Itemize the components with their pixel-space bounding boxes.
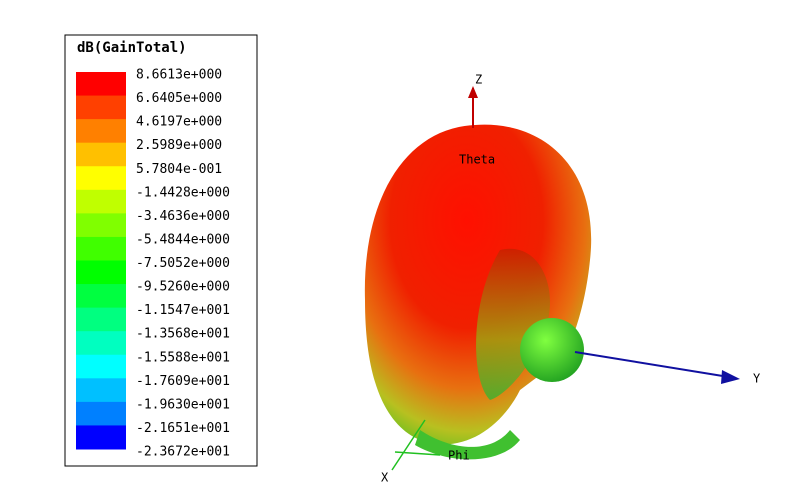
color-swatch [76, 72, 126, 97]
color-swatch [76, 189, 126, 214]
theta-label: Theta [459, 153, 495, 167]
inner-lobe [476, 248, 550, 400]
legend-label: -5.4844e+000 [136, 232, 230, 247]
x-label: X [381, 471, 389, 485]
legend-label: -2.1651e+001 [136, 421, 230, 436]
x-axis [391, 419, 426, 471]
color-swatch [76, 260, 126, 285]
color-swatch [76, 236, 126, 261]
legend-title: dB(GainTotal) [77, 40, 187, 56]
main-lobe [364, 124, 592, 445]
color-swatch [76, 166, 126, 191]
phi-label: Phi [448, 449, 470, 463]
legend: 8.6613e+000 6.6405e+000 4.6197e+000 2.5989e… [76, 68, 230, 460]
color-swatch [76, 354, 126, 379]
color-swatch [76, 284, 126, 309]
z-label: Z [475, 73, 482, 87]
color-swatch [76, 401, 126, 426]
legend-label: -7.5052e+000 [136, 256, 230, 271]
y-label: Y [753, 372, 761, 386]
legend-label: -1.5588e+001 [136, 350, 230, 365]
legend-label: 5.7804e-001 [136, 162, 222, 177]
back-lobe [520, 318, 584, 382]
color-swatch [76, 95, 126, 120]
color-swatch [76, 213, 126, 238]
radiation-pattern [364, 124, 592, 460]
legend-label: -1.3568e+001 [136, 327, 230, 342]
bottom-lobe [415, 430, 520, 460]
axes: Z Y X Theta Phi [381, 73, 761, 485]
color-swatch [76, 142, 126, 167]
color-swatch [76, 331, 126, 356]
legend-label: 4.6197e+000 [136, 115, 222, 130]
color-swatch [76, 378, 126, 403]
y-axis [574, 351, 736, 379]
legend-label: -1.9630e+001 [136, 397, 230, 412]
y-arrow [721, 370, 740, 384]
color-swatch [76, 119, 126, 144]
legend-label: 6.6405e+000 [136, 91, 222, 106]
legend-label: 8.6613e+000 [136, 68, 222, 83]
legend-label: -3.4636e+000 [136, 209, 230, 224]
legend-label: -1.7609e+001 [136, 374, 230, 389]
legend-label: 2.5989e+000 [136, 138, 222, 153]
color-swatch [76, 425, 126, 450]
legend-label: -1.1547e+001 [136, 303, 230, 318]
color-swatch [76, 307, 126, 332]
z-arrow [468, 86, 478, 98]
legend-label: -1.4428e+000 [136, 185, 230, 200]
legend-label: -2.3672e+001 [136, 445, 230, 460]
legend-label: -9.5260e+000 [136, 280, 230, 295]
phi-axis [394, 451, 441, 456]
